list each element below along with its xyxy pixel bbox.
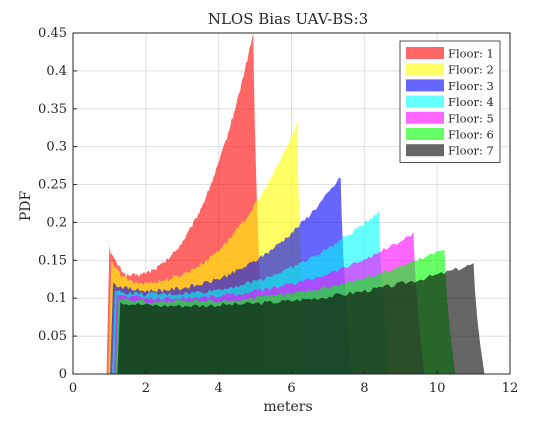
x-tick-label: 0 xyxy=(69,381,77,396)
y-tick-label: 0.35 xyxy=(38,102,67,117)
legend-label: Floor: 5 xyxy=(448,111,494,125)
legend-swatch xyxy=(406,47,444,59)
legend-swatch xyxy=(406,95,444,108)
x-tick-label: 4 xyxy=(215,381,223,396)
y-tick-label: 0.3 xyxy=(46,140,67,155)
x-tick-label: 8 xyxy=(360,381,368,396)
axis-ticks: 0 2 4 6 8 10 12 0 0.05 0.1 0.15 0.2 0.25 0.3 0.35 0.4 0.… xyxy=(38,26,518,396)
legend-swatch xyxy=(406,128,444,140)
x-tick-label: 12 xyxy=(502,381,519,396)
y-axis-label: PDF xyxy=(18,191,34,222)
legend-label: Floor: 4 xyxy=(448,95,494,109)
y-tick-label: 0.1 xyxy=(46,291,67,306)
legend-label: Floor: 3 xyxy=(448,79,494,93)
legend-label: Floor: 1 xyxy=(448,47,494,61)
legend-swatch xyxy=(406,63,444,76)
legend-label: Floor: 6 xyxy=(448,128,494,142)
x-tick-label: 2 xyxy=(142,381,150,396)
legend-label: Floor: 7 xyxy=(448,144,494,158)
y-tick-label: 0.15 xyxy=(38,253,67,268)
x-axis-label: meters xyxy=(263,399,312,415)
x-tick-label: 6 xyxy=(287,381,295,396)
legend: Floor: 1 Floor: 2 Floor: 3 Floor: 4 Floor: 5… xyxy=(399,40,501,163)
series-area-floor-7 xyxy=(117,263,485,374)
y-tick-label: 0.4 xyxy=(46,64,67,79)
legend-swatch xyxy=(406,79,444,92)
y-tick-label: 0.25 xyxy=(38,178,67,193)
legend-swatch xyxy=(406,144,444,157)
y-tick-label: 0.05 xyxy=(38,329,67,344)
y-tick-label: 0.45 xyxy=(38,26,67,41)
chart-title: NLOS Bias UAV-BS:3 xyxy=(208,10,368,28)
plot-series xyxy=(106,33,485,375)
legend-label: Floor: 2 xyxy=(448,63,494,77)
x-tick-label: 10 xyxy=(429,381,446,396)
y-tick-label: 0.2 xyxy=(46,215,67,230)
y-tick-label: 0 xyxy=(59,367,67,382)
legend-swatch xyxy=(406,111,444,124)
